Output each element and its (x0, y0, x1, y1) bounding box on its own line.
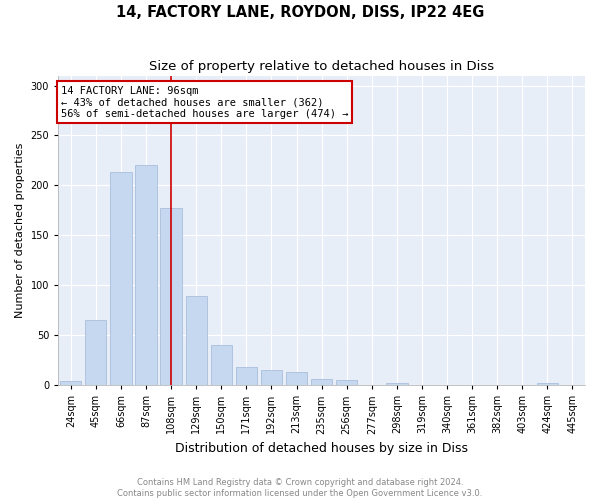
Text: 14, FACTORY LANE, ROYDON, DISS, IP22 4EG: 14, FACTORY LANE, ROYDON, DISS, IP22 4EG (116, 5, 484, 20)
Bar (537, 383, 558, 385)
Bar (136, 166, 157, 385)
Bar (185, 296, 207, 385)
Bar (211, 345, 232, 385)
Bar (236, 367, 257, 385)
Bar (110, 172, 131, 385)
X-axis label: Distribution of detached houses by size in Diss: Distribution of detached houses by size … (175, 442, 468, 455)
Bar (311, 379, 332, 385)
Y-axis label: Number of detached properties: Number of detached properties (15, 142, 25, 318)
Bar (85, 320, 106, 385)
Bar (60, 381, 82, 385)
Bar (286, 372, 307, 385)
Text: Contains HM Land Registry data © Crown copyright and database right 2024.
Contai: Contains HM Land Registry data © Crown c… (118, 478, 482, 498)
Title: Size of property relative to detached houses in Diss: Size of property relative to detached ho… (149, 60, 494, 73)
Bar (261, 370, 282, 385)
Text: 14 FACTORY LANE: 96sqm
← 43% of detached houses are smaller (362)
56% of semi-de: 14 FACTORY LANE: 96sqm ← 43% of detached… (61, 86, 348, 118)
Bar (160, 208, 182, 385)
Bar (386, 383, 407, 385)
Bar (336, 380, 358, 385)
